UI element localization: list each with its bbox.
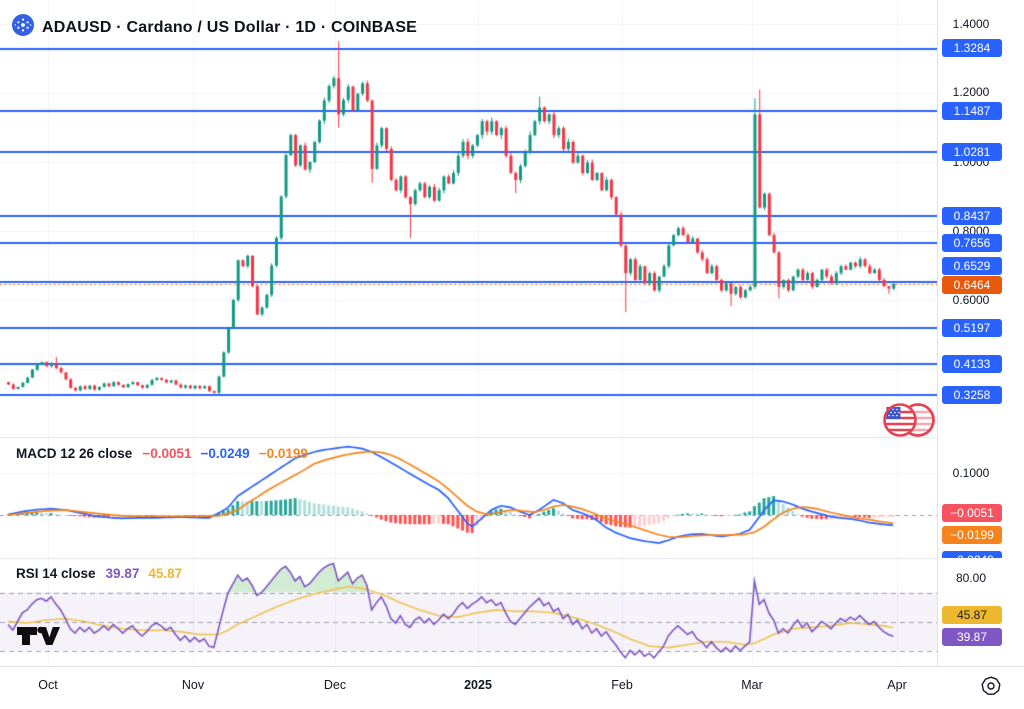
time-axis-label: Nov (181, 678, 205, 692)
macd-label: MACD 12 26 close (16, 446, 133, 461)
time-axis-label: Apr (887, 678, 907, 692)
rsi-value: 45.87 (148, 566, 183, 581)
rsi-axis-zone: 45.87 39.87 (938, 558, 1024, 666)
price-badge: 0.6464 (942, 276, 1002, 294)
price-badge: 1.1487 (942, 102, 1002, 120)
macd-values: −0.0051 −0.0249 −0.0199 (142, 446, 308, 461)
timezone-icon[interactable] (980, 675, 1002, 702)
price-badge: 0.3258 (942, 386, 1002, 404)
rsi-label: RSI 14 close (16, 566, 96, 581)
macd-axis-zone: −0.0051 −0.0199 −0.0249 (938, 437, 1024, 558)
price-badge: 0.4133 (942, 355, 1002, 373)
time-axis-label: Oct (38, 678, 58, 692)
symbol-title-row[interactable]: ADAUSD · Cardano / US Dollar · 1D · COIN… (12, 14, 417, 41)
macd-value: −0.0051 (142, 446, 192, 461)
symbol-title: ADAUSD · Cardano / US Dollar · 1D · COIN… (42, 18, 418, 36)
macd-value: −0.0199 (258, 446, 308, 461)
price-badge: 0.7656 (942, 234, 1002, 252)
price-badge: 45.87 (942, 606, 1002, 624)
time-axis-label: Feb (611, 678, 633, 692)
axis-tick-label: 1.4000 (952, 17, 990, 31)
rsi-legend[interactable]: RSI 14 close 39.87 45.87 (16, 566, 182, 581)
axis-tick-label: 0.6000 (952, 293, 990, 307)
price-badge: 39.87 (942, 628, 1002, 646)
price-badge: −0.0051 (942, 504, 1002, 522)
time-axis-label: Mar (741, 678, 763, 692)
price-axis[interactable]: 1.4000 1.2000 1.0000 0.8000 0.6000 0.1000 80.0… (937, 0, 1024, 666)
price-badge: 1.0281 (942, 143, 1002, 161)
price-badge: 1.3284 (942, 39, 1002, 57)
price-badge: −0.0249 (942, 551, 1002, 558)
price-badge: −0.0199 (942, 526, 1002, 544)
price-badge: 0.8437 (942, 207, 1002, 225)
axis-tick-label: 1.2000 (952, 85, 990, 99)
time-axis[interactable]: Oct Nov Dec 2025 Feb Mar Apr (0, 666, 1024, 709)
macd-value: −0.0249 (200, 446, 250, 461)
usd-flag-pair-logo (878, 400, 940, 445)
axis-tick-label: 80.00 (955, 571, 987, 585)
price-badge: 0.6529 (942, 257, 1002, 275)
tradingview-logo[interactable] (16, 624, 60, 653)
time-axis-label: Dec (323, 678, 347, 692)
rsi-values: 39.87 45.87 (106, 566, 183, 581)
axis-tick-label: 0.1000 (952, 466, 990, 480)
chart-canvas[interactable] (0, 0, 937, 666)
rsi-value: 39.87 (105, 566, 140, 581)
cardano-logo-icon (12, 14, 34, 41)
time-axis-label: 2025 (464, 678, 492, 692)
macd-legend[interactable]: MACD 12 26 close −0.0051 −0.0249 −0.0199 (16, 446, 308, 461)
price-badge: 0.5197 (942, 319, 1002, 337)
